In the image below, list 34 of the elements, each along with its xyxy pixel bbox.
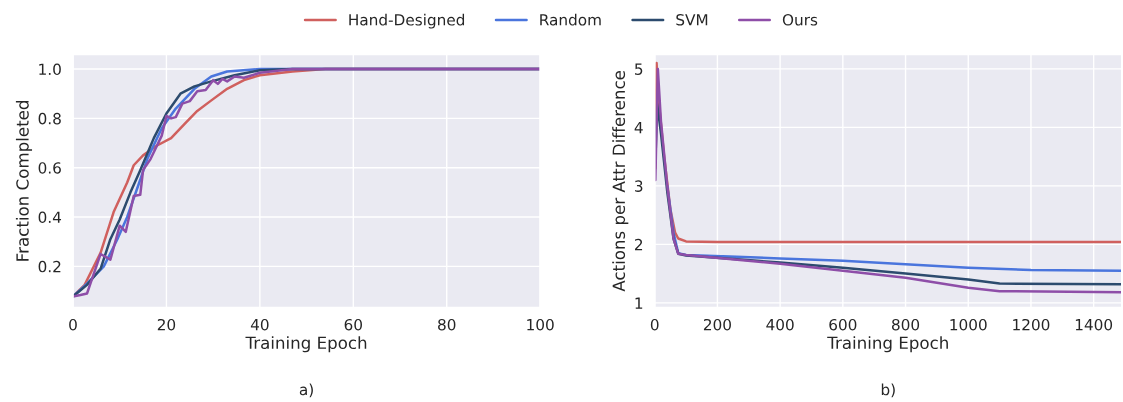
x-tick-label: 800: [891, 318, 920, 331]
y-tick-label: 3: [635, 180, 643, 192]
y-tick-label: 0.6: [38, 162, 61, 174]
x-tick-label: 1200: [1013, 318, 1050, 331]
y-tick-label: 4: [634, 122, 643, 134]
y-axis-title: Fraction Completed: [15, 101, 33, 261]
x-tick-label: 100: [527, 318, 554, 331]
x-tick-label: 200: [703, 318, 731, 331]
text: b): [881, 383, 895, 398]
y-tick-label: 0.8: [38, 112, 61, 125]
legend-label: Hand-Designed: [349, 13, 465, 29]
y-tick-label: 2: [635, 238, 643, 251]
x-tick-label: 80: [438, 318, 456, 331]
x-tick-label: 20: [157, 318, 176, 331]
x-axis-title: Training Epoch: [827, 336, 948, 353]
y-tick-label: 0.4: [38, 211, 62, 224]
legend-label: Random: [540, 13, 601, 26]
y-tick-label: 1.0: [39, 63, 61, 76]
text: a): [299, 383, 313, 398]
x-tick-label: 0: [69, 318, 77, 331]
x-tick-label: 1000: [950, 318, 987, 331]
legend-label: Ours: [782, 14, 818, 26]
legend-label: SVM: [676, 14, 708, 26]
x-tick-label: 1400: [1075, 318, 1113, 331]
y-tick-label: 1: [635, 297, 643, 309]
x-tick-label: 400: [766, 318, 794, 331]
x-tick-label: 600: [829, 318, 857, 331]
x-axis-title: Training Epoch: [245, 336, 367, 353]
x-tick-label: 60: [344, 318, 362, 331]
x-tick-label: 0: [650, 318, 659, 331]
y-tick-label: 0.2: [38, 260, 61, 273]
y-axis-title: Actions per Attr Difference: [612, 70, 629, 292]
y-tick-label: 5: [635, 63, 643, 75]
x-tick-label: 40: [250, 318, 269, 331]
